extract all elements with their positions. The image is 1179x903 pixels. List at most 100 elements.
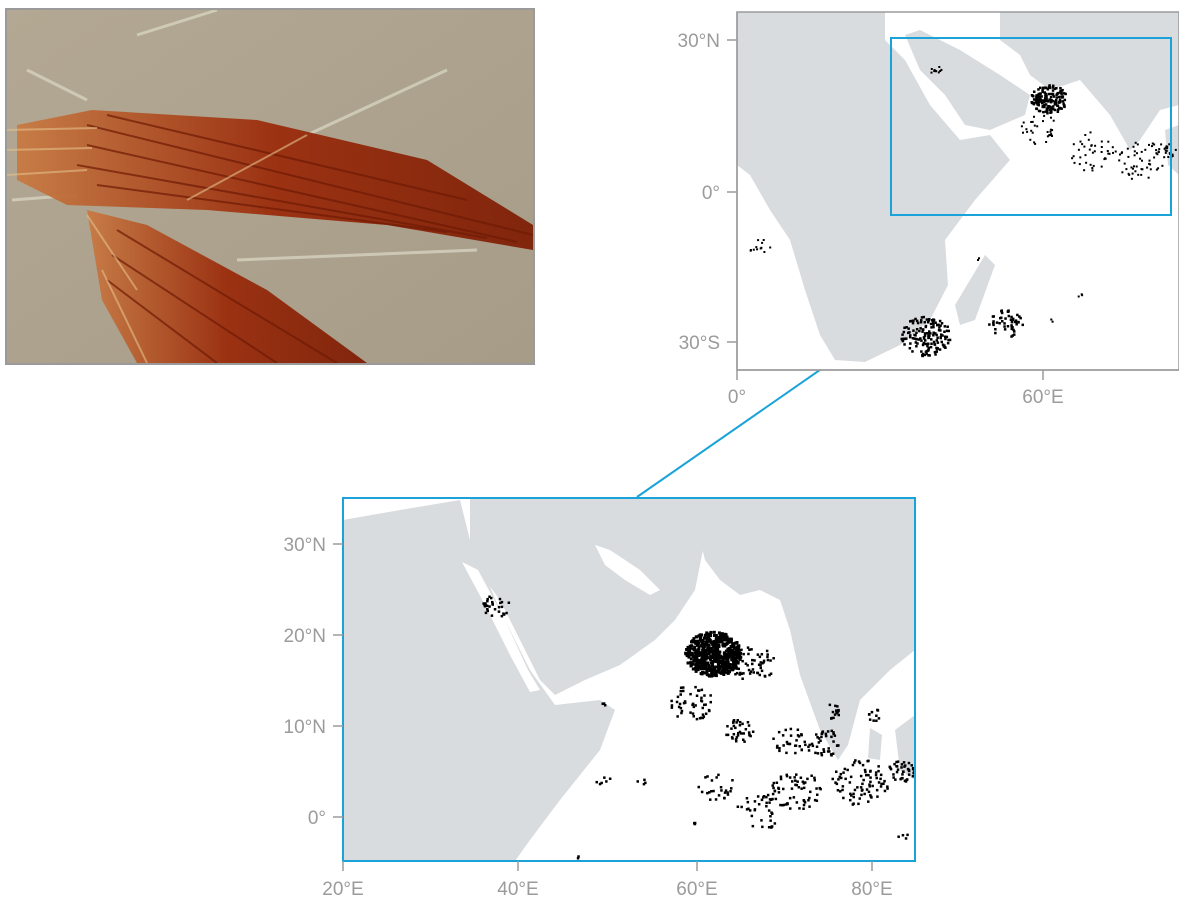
- observation-dot: [815, 787, 818, 790]
- observation-dot: [1107, 140, 1110, 143]
- observation-dot: [762, 239, 765, 241]
- observation-dot: [1049, 100, 1053, 103]
- observation-dot: [677, 705, 681, 709]
- observation-dot: [709, 700, 712, 704]
- observation-dot: [1038, 98, 1041, 102]
- observation-dot: [1146, 166, 1149, 169]
- observation-dot: [912, 771, 915, 775]
- observation-dot: [691, 640, 695, 643]
- observation-dot: [727, 652, 730, 656]
- observation-dot: [923, 332, 927, 335]
- observation-dot: [1022, 121, 1025, 124]
- observation-dot: [715, 665, 719, 669]
- observation-dot: [1036, 99, 1039, 102]
- observation-dot: [1148, 143, 1150, 146]
- observation-dot: [746, 721, 750, 724]
- observation-dot: [1046, 88, 1050, 91]
- observation-dot: [716, 643, 720, 647]
- observation-dot: [726, 658, 730, 662]
- observation-dot: [715, 669, 719, 673]
- observation-dot: [1026, 130, 1029, 133]
- observation-dot: [909, 334, 912, 337]
- observation-dot: [765, 795, 768, 799]
- observation-dot: [775, 781, 779, 784]
- observation-dot: [759, 666, 762, 670]
- observation-dot: [822, 750, 826, 753]
- observation-dot: [695, 665, 699, 669]
- observation-dot: [906, 767, 910, 771]
- observation-dot: [709, 634, 713, 638]
- observation-dot: [914, 317, 917, 321]
- observation-dot: [923, 353, 927, 357]
- observation-dot: [813, 779, 816, 782]
- observation-dot: [729, 637, 733, 641]
- observation-dot: [1044, 95, 1047, 98]
- observation-dot: [767, 809, 771, 812]
- observation-dot: [733, 666, 736, 670]
- observation-dot: [732, 656, 736, 660]
- observation-dot: [1046, 106, 1049, 109]
- observation-dot: [1030, 101, 1033, 104]
- observation-dot: [1044, 103, 1048, 106]
- observation-dot: [904, 764, 907, 767]
- observation-dot: [709, 631, 713, 634]
- observation-dot: [1049, 128, 1052, 131]
- observation-dot: [1049, 130, 1052, 133]
- observation-dot: [679, 686, 683, 689]
- observation-dot: [682, 686, 685, 689]
- observation-dot: [704, 664, 708, 668]
- observation-dot: [1007, 314, 1011, 318]
- observation-dot: [693, 645, 697, 649]
- observation-dot: [1041, 105, 1044, 109]
- observation-dot: [695, 641, 699, 645]
- observation-dot: [723, 652, 727, 656]
- observation-dot: [694, 669, 698, 673]
- observation-dot: [1001, 320, 1004, 323]
- observation-dot: [670, 706, 674, 709]
- observation-dot: [714, 643, 717, 647]
- observation-dot: [697, 785, 700, 789]
- observation-dot: [729, 790, 732, 793]
- observation-dot: [705, 670, 709, 674]
- observation-dot: [682, 689, 685, 693]
- observation-dot: [1019, 316, 1022, 320]
- observation-dot: [692, 667, 696, 671]
- observation-dot: [726, 666, 729, 670]
- ov-y-tick-0: 0°: [702, 183, 720, 204]
- observation-dot: [1140, 168, 1143, 171]
- observation-dot: [772, 737, 775, 740]
- observation-dot: [1062, 102, 1065, 106]
- observation-dot: [815, 799, 819, 802]
- observation-dot: [732, 644, 736, 648]
- observation-dot: [799, 776, 803, 779]
- observation-dot: [698, 661, 702, 665]
- observation-dot: [766, 658, 770, 662]
- observation-dot: [841, 785, 845, 788]
- observation-dot: [1077, 148, 1080, 151]
- observation-dot: [763, 251, 766, 253]
- observation-dot: [907, 773, 911, 776]
- observation-dot: [978, 257, 980, 260]
- observation-dot: [1020, 125, 1023, 128]
- observation-dot: [1140, 173, 1143, 176]
- land-arabia-peninsula: [470, 498, 705, 695]
- observation-dot: [1052, 119, 1055, 122]
- observation-dot: [1045, 108, 1049, 112]
- observation-dot: [867, 713, 871, 716]
- observation-dot: [946, 341, 950, 345]
- observation-dot: [924, 350, 928, 353]
- observation-dot: [1034, 98, 1037, 102]
- observation-dot: [858, 761, 862, 765]
- observation-dot: [694, 640, 697, 643]
- observation-dot: [1051, 105, 1055, 108]
- observation-dot: [833, 734, 837, 737]
- observation-dot: [861, 763, 865, 767]
- observation-dot: [916, 321, 920, 325]
- observation-dot: [773, 789, 777, 793]
- observation-dot: [704, 657, 708, 661]
- observation-dot: [679, 706, 683, 710]
- observation-dot: [643, 778, 646, 782]
- observation-dot: [702, 715, 706, 718]
- observation-dot: [901, 773, 904, 776]
- observation-dot: [923, 334, 927, 337]
